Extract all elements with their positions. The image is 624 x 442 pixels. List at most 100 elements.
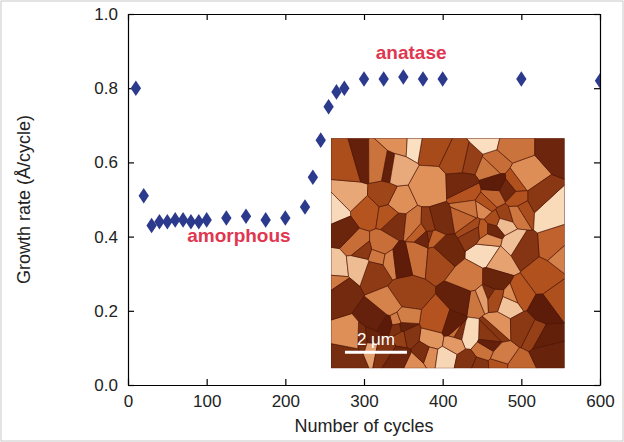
inset-grain: [528, 174, 565, 212]
inset-grain: [497, 138, 535, 163]
data-point: [308, 169, 318, 185]
figure-border: [1, 1, 623, 441]
data-point: [316, 132, 326, 148]
data-point: [146, 218, 156, 234]
tick-mark: [128, 385, 134, 386]
tick-mark: [128, 311, 134, 312]
tick-mark: [128, 14, 134, 15]
tick-mark: [364, 14, 365, 20]
data-point: [595, 73, 600, 89]
inset-background: [331, 138, 565, 368]
tick-mark: [594, 88, 600, 89]
inset-grain: [404, 324, 421, 349]
inset-grain: [442, 309, 467, 336]
inset-grain: [535, 138, 565, 179]
inset-grain: [503, 283, 518, 303]
tick-label: 0.4: [94, 228, 118, 247]
inset-grain: [403, 205, 421, 241]
data-point: [398, 69, 408, 85]
data-point: [300, 199, 310, 215]
tick: 0.2: [94, 302, 134, 321]
tick-label: 1.0: [94, 5, 118, 24]
tick: [594, 385, 600, 386]
inset-grain: [442, 336, 465, 355]
inset-grain: [501, 229, 527, 256]
tick: [521, 14, 522, 20]
annotation: amorphous: [187, 225, 290, 246]
y-axis: 0.0 0.2 0.4 0.6 0.8 1.0: [94, 5, 134, 395]
data-point: [339, 80, 349, 96]
y-axis-right: [594, 15, 601, 386]
inset-grain: [390, 154, 419, 187]
inset-grain: [421, 207, 435, 231]
tick-mark: [443, 379, 444, 385]
annotation: anatase: [376, 42, 447, 63]
inset-grain: [331, 278, 364, 320]
axis-line: [600, 15, 601, 386]
tick-label: 400: [429, 392, 457, 411]
tick: 100: [193, 379, 221, 411]
tick-mark: [594, 14, 600, 15]
tick-mark: [285, 14, 286, 20]
data-point: [221, 210, 231, 226]
x-axis-top: [129, 14, 601, 20]
tick-label: 0.0: [94, 376, 118, 395]
inset-grain: [428, 230, 446, 248]
inset-grain: [529, 341, 565, 368]
tick: [594, 237, 600, 238]
tick-mark: [521, 379, 522, 385]
inset-grain: [475, 284, 488, 314]
tick-mark: [594, 162, 600, 163]
tick-mark: [443, 14, 444, 20]
inset-grain: [509, 206, 533, 230]
tick: [594, 311, 600, 312]
inset-grain: [467, 138, 500, 154]
tick-mark: [594, 311, 600, 312]
data-point: [378, 71, 388, 87]
inset-grain: [548, 245, 565, 274]
tick: 300: [350, 379, 378, 411]
tick: [207, 14, 208, 20]
tick-mark: [594, 385, 600, 386]
inset-grain: [484, 209, 499, 225]
data-point: [139, 188, 149, 204]
chart: 2 μm01002003004005006000.00.20.40.60.81.…: [0, 0, 624, 442]
inset-grain: [475, 192, 497, 212]
data-point: [131, 80, 141, 96]
tick: 1.0: [94, 5, 134, 24]
tick-mark: [364, 379, 365, 385]
tick: [443, 14, 444, 20]
tick-mark: [128, 162, 134, 163]
inset-grain: [439, 138, 469, 174]
tick-mark: [594, 237, 600, 238]
inset-grain: [510, 311, 535, 348]
tick-label: 100: [193, 392, 221, 411]
data-point: [516, 71, 526, 87]
tick-mark: [207, 379, 208, 385]
tick: [285, 14, 286, 20]
tick: [594, 162, 600, 163]
tick-label: 0: [124, 392, 133, 411]
tick: 200: [272, 379, 300, 411]
inset-grain: [444, 259, 482, 292]
inset-grain: [397, 307, 421, 324]
data-point: [359, 71, 369, 87]
inset-grain: [476, 234, 502, 246]
points: [131, 69, 600, 233]
inset-grain: [364, 286, 402, 315]
inset-grain: [331, 247, 349, 276]
inset-grain: [446, 173, 480, 199]
data-point: [241, 208, 251, 224]
tick: [594, 88, 600, 89]
tick-mark: [285, 379, 286, 385]
y-axis-title: Growth rate (Å/cycle): [14, 115, 34, 284]
data-point: [437, 71, 447, 87]
tick: 500: [508, 379, 536, 411]
tick-label: 0.8: [94, 79, 118, 98]
tick-label: 600: [586, 392, 614, 411]
data-point: [323, 99, 333, 115]
tick: 0.6: [94, 153, 134, 172]
tick: [594, 14, 600, 15]
inset-grain: [414, 231, 428, 248]
inset-grain: [505, 191, 528, 207]
